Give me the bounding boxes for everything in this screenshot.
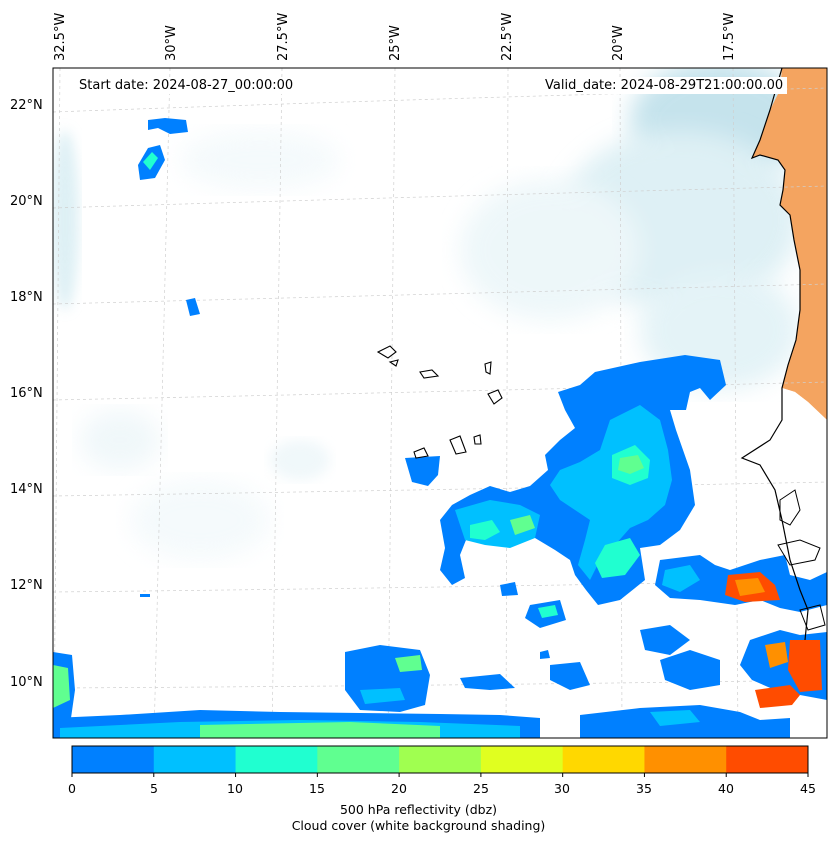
lat-label-16n: 16°N — [10, 386, 43, 401]
colorbar-swatch-5 — [480, 746, 564, 773]
lon-label-27-5w: 27.5°W — [276, 12, 291, 61]
lon-label-22-5w: 22.5°W — [500, 12, 515, 61]
colorbar-swatch-2 — [235, 746, 318, 773]
colorbar-tick-20: 20 — [391, 781, 407, 796]
reflectivity-region-15b — [595, 538, 640, 578]
colorbar-swatch-1 — [153, 746, 237, 773]
lat-label-18n: 18°N — [10, 290, 43, 305]
reflectivity-contours — [53, 118, 827, 738]
reflectivity-region-20 — [618, 455, 644, 474]
africa-landmass — [752, 68, 827, 420]
start-date-label: Start date: 2024-08-27_00:00:00 — [75, 77, 298, 94]
cape-verde-islands — [376, 345, 503, 459]
reflectivity-region-south-mid — [345, 645, 430, 712]
colorbar-sublabel: Cloud cover (white background shading) — [291, 818, 546, 833]
colorbar-swatch-3 — [317, 746, 400, 773]
colorbar-tick-0: 0 — [68, 781, 76, 796]
colorbar-swatch-8 — [726, 746, 809, 773]
valid-date-label: Valid_date: 2024-08-29T21:00:00.00 — [541, 77, 788, 94]
colorbar-tick-40: 40 — [718, 781, 734, 796]
colorbar-tick-10: 10 — [227, 781, 243, 796]
colorbar-tick-30: 30 — [554, 781, 570, 796]
colorbar-swatch-7 — [644, 746, 727, 773]
colorbar-tick-15: 15 — [309, 781, 325, 796]
lon-label-25w: 25°W — [388, 25, 403, 61]
lat-label-14n: 14°N — [10, 482, 43, 497]
colorbar-tick-45: 45 — [800, 781, 816, 796]
gridlines — [53, 68, 827, 738]
reflectivity-region-island-south — [405, 456, 440, 486]
colorbar-label: 500 hPa reflectivity (dbz) — [339, 802, 498, 817]
lat-label-12n: 12°N — [10, 578, 43, 593]
lon-label-30w: 30°W — [164, 25, 179, 61]
reflectivity-region-10 — [550, 405, 672, 580]
colorbar-tick-25: 25 — [473, 781, 489, 796]
lat-label-22n: 22°N — [10, 98, 43, 113]
colorbar — [71, 745, 809, 777]
lat-label-10n: 10°N — [10, 675, 43, 690]
colorbar-swatch-4 — [399, 746, 482, 773]
coastline — [740, 68, 809, 641]
colorbar-frame — [71, 745, 809, 774]
map-frame — [52, 67, 828, 739]
lon-label-32-5w: 32.5°W — [53, 12, 68, 61]
colorbar-swatch-6 — [562, 746, 645, 773]
colorbar-tick-5: 5 — [150, 781, 158, 796]
lon-label-20w: 20°W — [611, 25, 626, 61]
colorbar-swatch-0 — [72, 746, 155, 773]
lat-label-20n: 20°N — [10, 194, 43, 209]
lon-label-17-5w: 17.5°W — [722, 12, 737, 61]
colorbar-tick-35: 35 — [636, 781, 652, 796]
